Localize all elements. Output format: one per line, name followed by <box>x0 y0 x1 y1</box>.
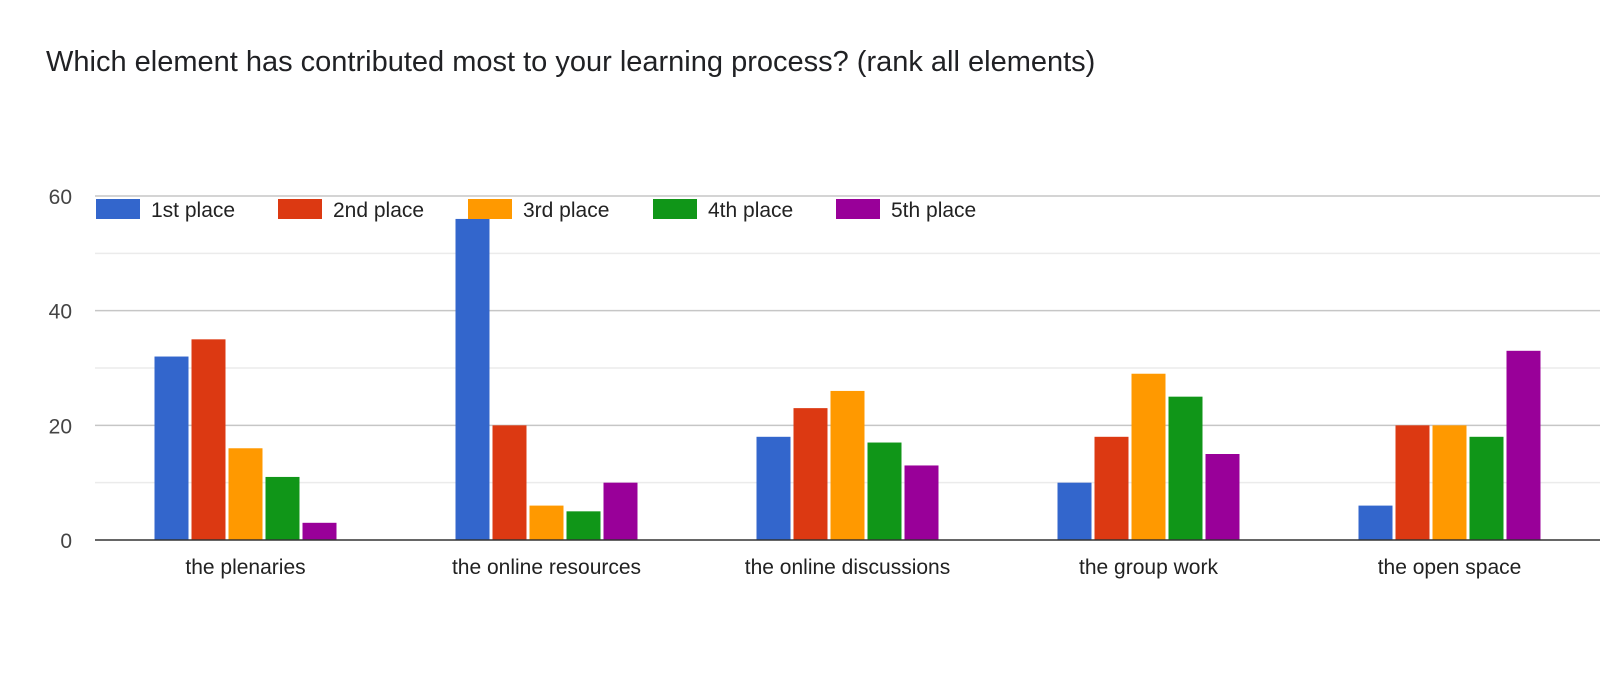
bar-1-4 <box>1057 482 1092 540</box>
bar-2-3 <box>793 408 828 540</box>
y-tick-label: 40 <box>49 301 72 324</box>
chart-title: Which element has contributed most to yo… <box>46 46 1096 78</box>
y-tick-label: 60 <box>49 186 72 209</box>
bar-5-5 <box>1506 350 1541 540</box>
bar-2-2 <box>492 425 527 540</box>
x-category-label: the group work <box>1079 556 1218 579</box>
bar-5-2 <box>603 482 638 540</box>
legend-swatch <box>278 199 322 219</box>
bar-1-3 <box>756 436 791 540</box>
bar-4-5 <box>1469 436 1504 540</box>
bar-5-4 <box>1205 454 1240 540</box>
bar-4-4 <box>1168 396 1203 540</box>
bar-2-5 <box>1395 425 1430 540</box>
legend-swatch <box>653 199 697 219</box>
legend-label: 2nd place <box>333 199 424 222</box>
bar-4-1 <box>265 476 300 540</box>
bar-4-3 <box>867 442 902 540</box>
y-tick-label: 20 <box>49 415 72 438</box>
legend: 1st place 2nd place 3rd place 4th place 5th … <box>96 199 976 222</box>
bar-3-3 <box>830 390 865 540</box>
legend-label: 3rd place <box>523 199 609 222</box>
legend-swatch <box>468 199 512 219</box>
bar-3-5 <box>1432 425 1467 540</box>
legend-label: 1st place <box>151 199 235 222</box>
bar-1-1 <box>154 356 189 540</box>
x-category-label: the plenaries <box>185 556 305 579</box>
x-category-label: the online discussions <box>745 556 950 579</box>
x-category-label: the online resources <box>452 556 641 579</box>
y-tick-label: 0 <box>60 530 72 553</box>
axes: 0 20 40 60 the plenaries the online resources… <box>49 186 1600 579</box>
x-category-label: the open space <box>1378 556 1522 579</box>
bar-2-1 <box>191 339 226 540</box>
legend-label: 5th place <box>891 199 976 222</box>
bar-2-4 <box>1094 436 1129 540</box>
bar-1-2 <box>455 218 490 540</box>
bar-1-5 <box>1358 505 1393 540</box>
bar-5-1 <box>302 522 337 540</box>
bar-3-2 <box>529 505 564 540</box>
legend-swatch <box>96 199 140 219</box>
bar-3-1 <box>228 448 263 540</box>
legend-label: 4th place <box>708 199 793 222</box>
bar-4-2 <box>566 511 601 540</box>
legend-swatch <box>836 199 880 219</box>
bar-5-3 <box>904 465 939 540</box>
bars <box>154 218 1541 540</box>
bar-3-4 <box>1131 373 1166 540</box>
